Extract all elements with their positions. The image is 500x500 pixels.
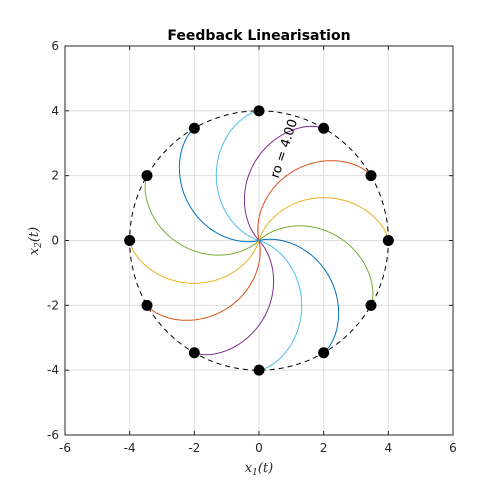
y-tick-label: 4 [51, 104, 59, 118]
y-axis-label: x2(t) [27, 227, 44, 255]
start-marker [141, 299, 153, 311]
x-tick-label: -4 [124, 441, 136, 455]
chart-title: Feedback Linearisation [167, 28, 350, 44]
trajectory-line [258, 240, 303, 371]
y-tick-label: -6 [47, 428, 59, 442]
start-marker [253, 364, 265, 376]
start-markers [124, 105, 394, 376]
trajectory-line [257, 160, 372, 241]
y-tick-label: 0 [51, 234, 59, 248]
x-tick-label: -6 [59, 441, 71, 455]
start-marker [253, 105, 265, 117]
trajectory-line [243, 125, 324, 241]
x-tick-label: 4 [385, 441, 393, 455]
trajectory-line [178, 127, 260, 243]
x-axis-label: x1(t) [245, 461, 273, 478]
start-marker [382, 235, 394, 246]
start-marker [318, 122, 330, 134]
trajectories [129, 110, 389, 371]
trajectory-line [258, 238, 340, 354]
start-marker [365, 299, 377, 311]
y-tick-label: -4 [47, 363, 59, 377]
x-tick-label: -2 [188, 441, 200, 455]
trajectory-line [129, 240, 260, 284]
start-marker [141, 170, 153, 182]
start-marker [188, 122, 200, 134]
y-tick-label: 6 [51, 39, 59, 53]
trajectory-line [144, 175, 260, 256]
tick-labels: -6 -4 -2 0 2 4 6 -6 -4 -2 0 2 4 6 [47, 39, 457, 455]
x-tick-label: 6 [449, 441, 457, 455]
radius-annotation: ro = 4.00 [268, 117, 301, 180]
trajectory-line [194, 240, 275, 356]
x-tick-label: 0 [255, 441, 263, 455]
trajectory-line [215, 110, 260, 241]
y-tick-label: -2 [47, 298, 59, 312]
y-tick-label: 2 [51, 169, 59, 183]
trajectory-line [258, 225, 374, 306]
trajectory-line [258, 197, 389, 241]
start-marker [188, 347, 200, 359]
start-marker [318, 347, 330, 359]
x-tick-label: 2 [320, 441, 328, 455]
trajectory-line [146, 240, 261, 321]
start-marker [365, 170, 377, 182]
start-marker [124, 235, 136, 246]
